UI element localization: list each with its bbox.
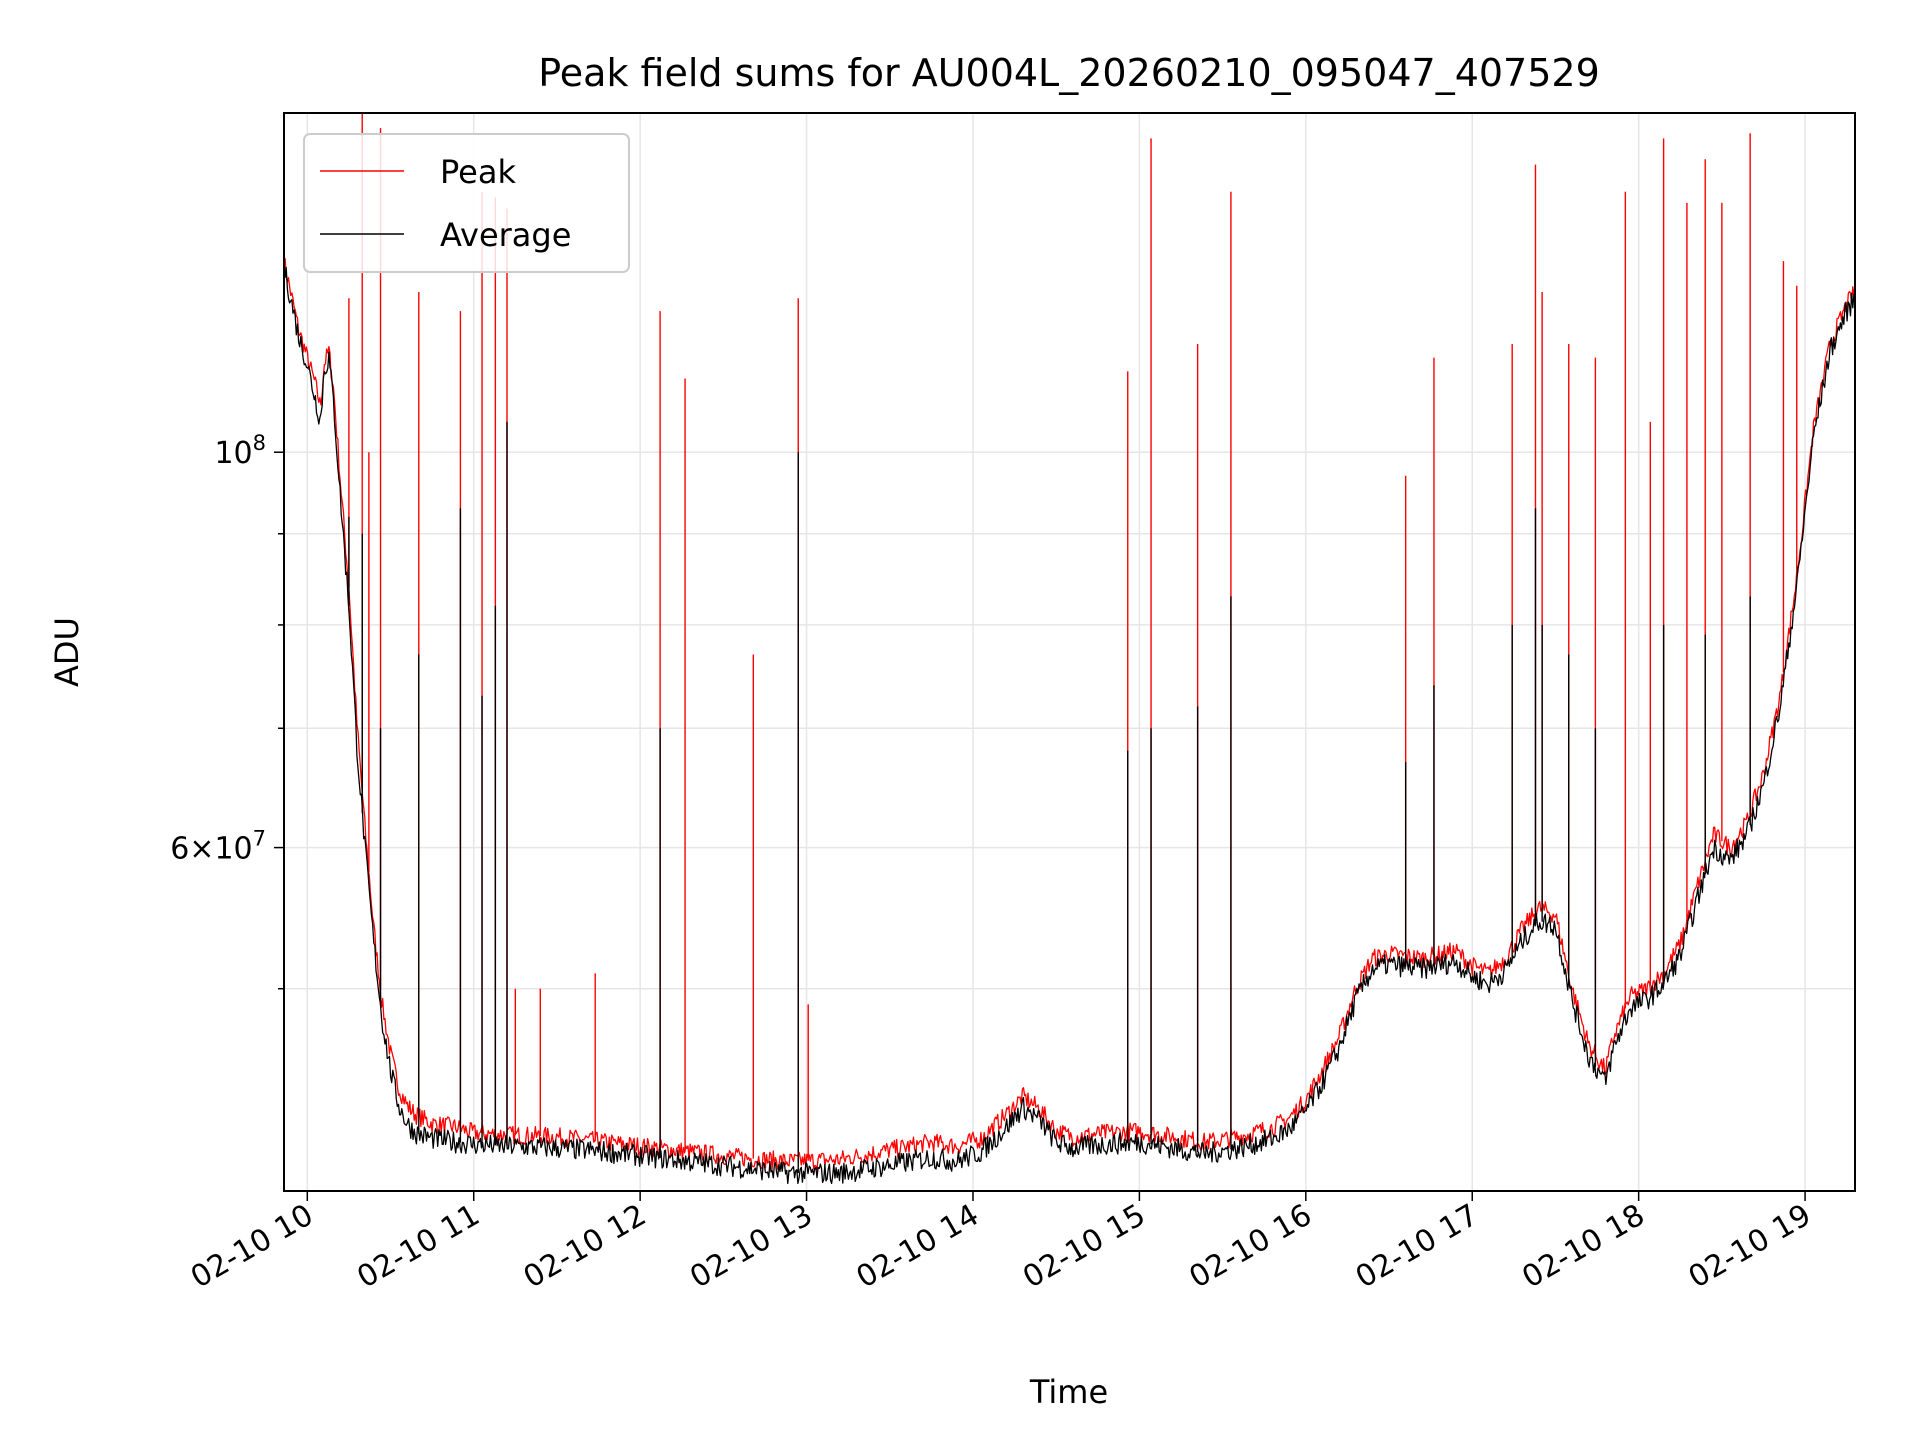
legend: Peak Average	[303, 133, 630, 273]
y-tick-label: 108	[214, 431, 266, 471]
grid	[284, 113, 1855, 1191]
x-axis-label: Time	[1029, 1373, 1108, 1411]
plot-frame	[283, 112, 1856, 1192]
series-layer	[283, 113, 1856, 1185]
series-line-average	[283, 264, 1856, 1185]
legend-box	[303, 133, 630, 273]
legend-label-peak: Peak	[440, 153, 516, 191]
y-axis: 108 6×107	[170, 431, 284, 990]
series-average	[283, 264, 1856, 1185]
y-tick-label: 6×107	[170, 827, 266, 867]
chart-title: Peak field sums for AU004L_20260210_0950…	[538, 51, 1600, 95]
legend-label-average: Average	[440, 216, 571, 254]
y-axis-label: ADU	[48, 617, 86, 687]
series-line-peak	[283, 257, 1856, 1170]
